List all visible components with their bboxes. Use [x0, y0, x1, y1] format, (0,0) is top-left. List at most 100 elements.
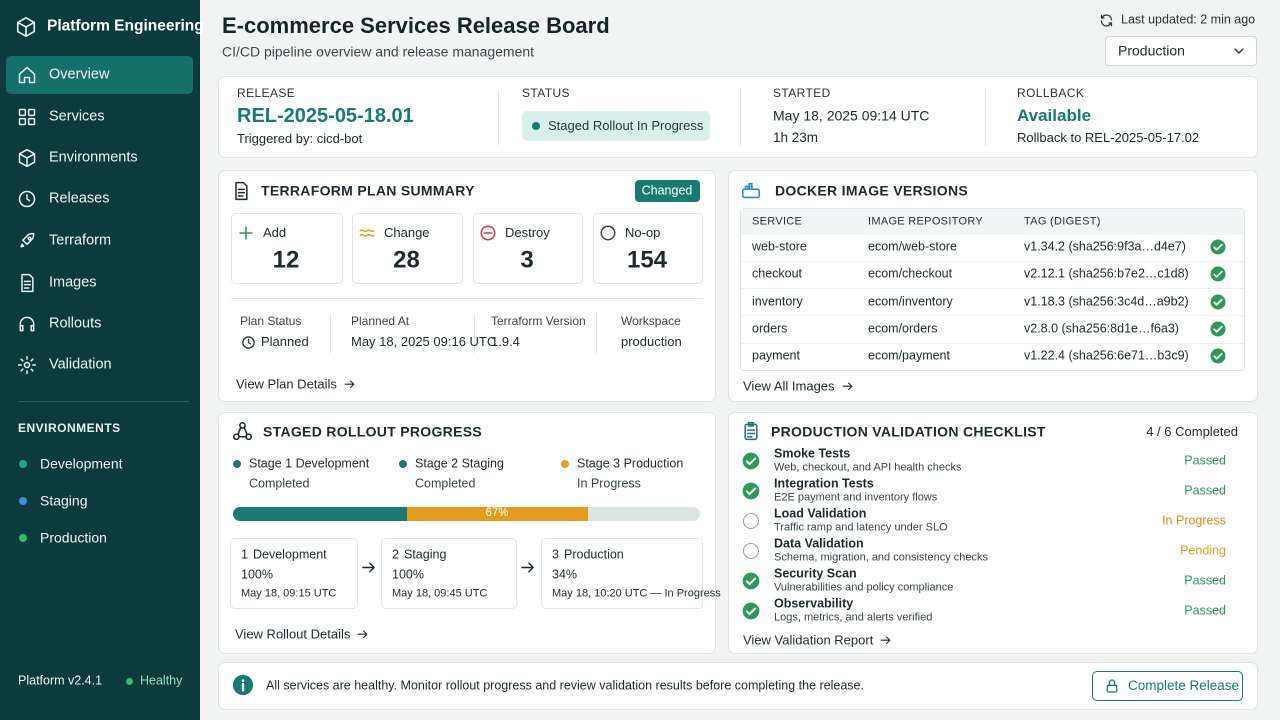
count-box — [352, 213, 463, 284]
field-label: Terraform Version — [491, 313, 586, 328]
item-status: Passed — [1184, 603, 1226, 618]
step-percent: 34% — [552, 567, 578, 582]
field-value: Planned — [261, 334, 309, 350]
nav-label: Images — [49, 274, 97, 291]
stage-name: Stage 2 Staging — [415, 456, 504, 471]
label: RELEASE — [237, 85, 296, 100]
card-icon — [740, 180, 762, 202]
step-index: 2 — [392, 547, 399, 562]
nav-item[interactable] — [6, 56, 193, 94]
progress-done — [233, 507, 407, 521]
item-desc: E2E payment and inventory flows — [774, 491, 938, 504]
progress-active — [407, 507, 588, 521]
column-header: SERVICE — [752, 215, 803, 228]
step-percent: 100% — [241, 567, 273, 582]
row-divider — [741, 260, 1244, 262]
health-dot — [126, 678, 133, 685]
arrow-icon — [356, 628, 369, 641]
version: Platform v2.4.1 — [18, 673, 103, 688]
field-label: Plan Status — [240, 313, 302, 328]
arrow-icon — [343, 378, 356, 391]
stage-name: Stage 3 Production — [577, 456, 684, 471]
row-check — [1209, 293, 1227, 311]
page-title: E-commerce Services Release Board — [222, 12, 610, 38]
footer-bar — [218, 662, 1258, 710]
env-select[interactable] — [1105, 36, 1257, 66]
health: Healthy — [140, 673, 183, 688]
check-icon — [741, 451, 761, 471]
link[interactable]: View All Images — [743, 378, 852, 395]
brand-icon — [15, 16, 37, 38]
count-value: 28 — [393, 246, 420, 274]
count-icon — [599, 224, 617, 242]
nav-icon — [17, 273, 37, 293]
step-name: Production — [564, 547, 624, 562]
item-name: Smoke Tests — [774, 446, 851, 461]
clock-icon — [241, 335, 256, 350]
nav-icon — [17, 231, 37, 251]
rollback: Available — [1017, 105, 1092, 125]
label: STATUS — [522, 85, 570, 100]
progress-label: 67% — [485, 507, 509, 520]
field-value: 1.9.4 — [491, 334, 520, 350]
column-divider — [498, 90, 499, 146]
status: Staged Rollout In Progress — [548, 118, 704, 134]
arrow-icon — [879, 634, 892, 647]
count-value: 12 — [272, 246, 300, 274]
item-name: Load Validation — [774, 506, 867, 521]
card-title: STAGED ROLLOUT PROGRESS — [263, 423, 482, 440]
lock-icon — [1104, 678, 1120, 694]
card-icon — [232, 421, 253, 442]
count-label: No-op — [625, 225, 661, 241]
field-value: production — [621, 334, 682, 350]
card-icon — [231, 181, 251, 201]
step-box — [541, 538, 703, 609]
item-status: Passed — [1184, 573, 1226, 588]
button-label: Complete Release — [1128, 677, 1240, 693]
item-name: Security Scan — [774, 566, 857, 581]
nav-label: Environments — [49, 149, 138, 166]
stage-dot — [561, 460, 569, 468]
row-divider — [741, 288, 1244, 290]
column-divider — [330, 314, 331, 354]
cell: ecom/checkout — [868, 266, 953, 281]
check-icon — [741, 481, 761, 501]
item-desc: Web, checkout, and API health checks — [774, 461, 962, 474]
nav-label: Rollouts — [49, 315, 102, 332]
cell: checkout — [752, 266, 803, 281]
env-label[interactable]: Production — [40, 529, 107, 546]
count-box — [473, 213, 583, 284]
triggered-by: Triggered by: cicd-bot — [237, 131, 363, 147]
item-name: Integration Tests — [774, 476, 874, 491]
link[interactable]: View Rollout Details — [235, 626, 368, 643]
env-dot — [19, 460, 27, 468]
release-card — [218, 76, 1258, 158]
column-divider — [740, 90, 741, 146]
nav-label: Terraform — [49, 232, 112, 249]
cell: web-store — [752, 239, 807, 254]
last-updated: Last updated: 2 min ago — [1121, 12, 1256, 27]
count-label: Change — [384, 225, 430, 241]
rollout-card — [218, 412, 716, 654]
check-icon — [741, 511, 761, 531]
link[interactable]: View Plan Details — [236, 376, 355, 393]
nav-label: Services — [49, 108, 105, 125]
summary: 4 / 6 Completed — [1146, 424, 1238, 440]
column-header: IMAGE REPOSITORY — [868, 215, 984, 228]
item-status: In Progress — [1162, 513, 1226, 528]
env-label[interactable]: Staging — [40, 492, 88, 509]
row-check — [1209, 347, 1227, 365]
stage-dot — [233, 460, 241, 468]
table-header — [741, 209, 1244, 235]
link[interactable]: View Validation Report — [743, 632, 891, 649]
item-desc: Logs, metrics, and alerts verified — [774, 611, 933, 624]
item-name: Data Validation — [774, 536, 864, 551]
nav-icon — [17, 65, 37, 85]
divider — [18, 401, 189, 402]
row-check — [1209, 238, 1227, 256]
step-box — [230, 538, 358, 609]
env-label[interactable]: Development — [40, 455, 123, 472]
duration: 1h 23m — [773, 129, 819, 145]
check-icon — [741, 601, 761, 621]
nav-icon — [17, 314, 37, 334]
